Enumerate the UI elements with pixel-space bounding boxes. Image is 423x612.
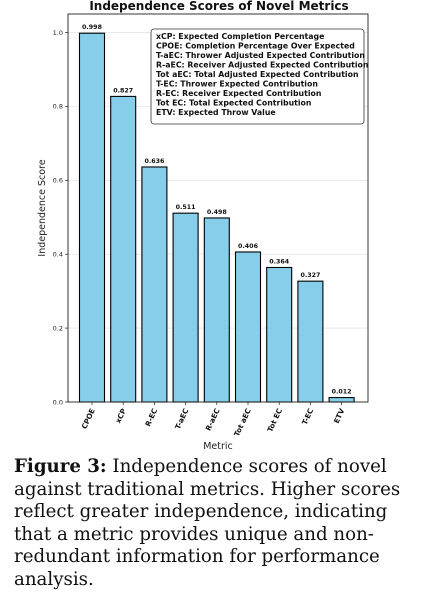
x-tick-label: ETV <box>332 407 347 425</box>
figure-caption: Figure 3: Independence scores of novel a… <box>14 456 414 591</box>
legend-entry: T-aEC: Thrower Adjusted Expected Contrib… <box>156 51 365 60</box>
legend-entry: Tot EC: Total Expected Contribution <box>156 99 311 108</box>
bar-r-ec <box>141 166 168 403</box>
data-label: 0.406 <box>238 243 259 250</box>
y-tick-label: 1.0 <box>53 29 63 37</box>
bar-etv <box>328 397 355 403</box>
y-tick-label: 0.8 <box>53 103 63 111</box>
legend-entry: T-EC: Thrower Expected Contribution <box>156 80 318 89</box>
y-axis-ticks: 0.0 0.2 0.4 0.6 0.8 1.0 <box>53 29 68 406</box>
x-tick-label: xCP <box>113 407 128 425</box>
legend-entry: R-aEC: Receiver Adjusted Expected Contri… <box>156 61 368 70</box>
legend-entry: R-EC: Receiver Expected Contribution <box>156 89 321 98</box>
x-tick-label: CPOE <box>80 407 97 430</box>
data-label: 0.327 <box>300 272 320 279</box>
bar-tot-ec <box>266 266 293 403</box>
bar-cpoe <box>78 32 106 403</box>
x-tick-label: Tot aEC <box>232 407 253 438</box>
data-label: 0.636 <box>144 158 165 165</box>
data-label: 0.364 <box>269 258 290 265</box>
x-tick-label: R-EC <box>143 407 159 428</box>
chart-title: Independence Scores of Novel Metrics <box>89 0 348 13</box>
x-axis-ticks: CPOE xCP R-EC T-aEC R-aEC Tot aEC Tot EC T-EC ET… <box>80 402 347 438</box>
bar-t-aec <box>172 212 199 403</box>
bar-t-ec <box>297 280 324 403</box>
y-tick-label: 0.4 <box>53 250 63 258</box>
bar-chart: Independence Scores of Novel Metrics 0.9… <box>37 0 369 452</box>
bar-xcp <box>110 95 137 403</box>
data-label: 0.998 <box>82 24 102 31</box>
x-tick-label: T-aEC <box>173 407 190 431</box>
legend: xCP: Expected Completion PercentageCPOE:… <box>150 28 368 125</box>
data-label: 0.827 <box>113 87 133 94</box>
bars-group: 0.998 0.827 0.636 0.511 0.498 0.406 0.364 0.327… <box>78 24 355 403</box>
data-label: 0.498 <box>207 209 227 216</box>
bar-tot-aec <box>234 251 262 403</box>
caption-text: Independence scores of novel against tra… <box>14 456 401 590</box>
plot-frame <box>67 13 369 403</box>
y-tick-label: 0.0 <box>53 398 63 406</box>
bar-r-aec <box>203 217 230 403</box>
legend-entry: xCP: Expected Completion Percentage <box>156 32 324 41</box>
legend-entry: ETV: Expected Throw Value <box>156 108 276 117</box>
y-tick-label: 0.6 <box>53 177 63 185</box>
legend-entry: CPOE: Completion Percentage Over Expecte… <box>156 42 355 51</box>
y-tick-label: 0.2 <box>53 324 63 332</box>
x-axis-label: Metric <box>203 441 233 452</box>
x-tick-label: T-EC <box>300 407 315 426</box>
data-label: 0.012 <box>332 389 352 396</box>
caption-label: Figure 3: <box>14 456 107 477</box>
x-tick-label: R-aEC <box>203 407 221 432</box>
legend-entry: Tot aEC: Total Adjusted Expected Contrib… <box>156 70 359 79</box>
legend-box <box>150 28 365 125</box>
x-tick-label: Tot EC <box>265 407 284 433</box>
y-axis-label: Independence Score <box>37 159 48 256</box>
data-label: 0.511 <box>176 204 196 211</box>
